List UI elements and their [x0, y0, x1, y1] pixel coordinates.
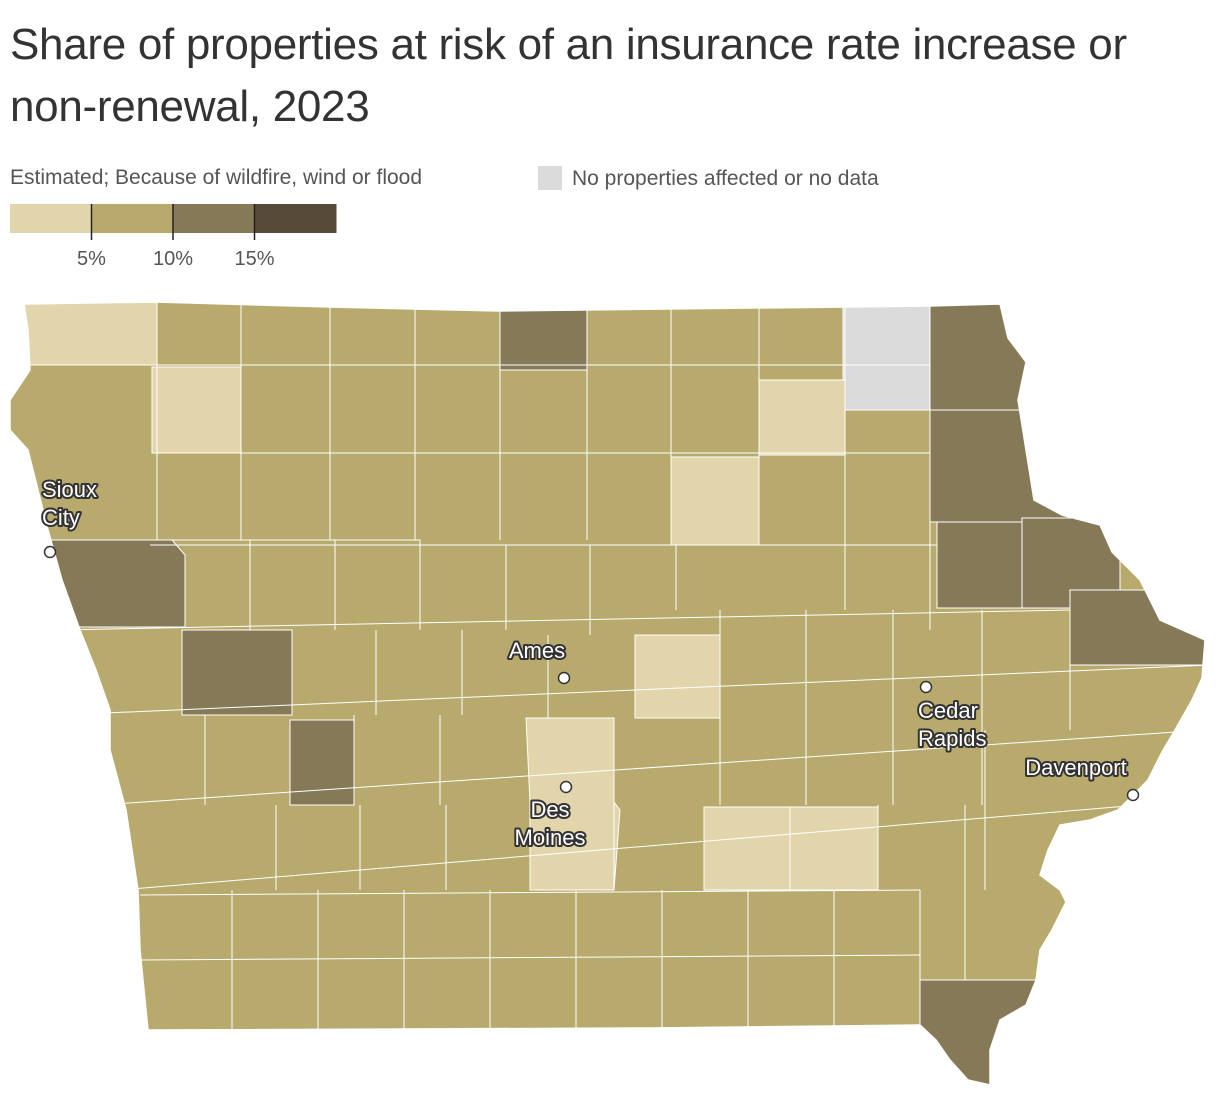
state-outline	[9, 301, 1206, 1086]
legend-tick-label: 5%	[77, 248, 106, 270]
legend-bin-2	[91, 204, 174, 233]
county-jackson	[1069, 589, 1205, 666]
county-butler	[670, 456, 760, 546]
legend-tick-label: 15%	[234, 248, 274, 270]
county-clayton	[929, 409, 1081, 523]
city-davenport: Davenport	[1023, 753, 1140, 802]
county-delaware	[936, 521, 1023, 609]
city-des-moines: Des Moines	[513, 780, 587, 852]
county-boundary	[99, 729, 1205, 806]
city-marker	[43, 545, 57, 559]
nodata-label: No properties affected or no data	[572, 167, 879, 190]
city-label: Rapids	[918, 726, 986, 751]
county-winneshiek	[929, 302, 1041, 411]
city-marker	[559, 780, 573, 794]
city-sioux-city: Sioux City	[40, 475, 99, 559]
legend-bin-1	[10, 204, 92, 233]
city-ames: Ames	[507, 636, 571, 685]
nodata-swatch	[538, 166, 562, 190]
county-boundary	[139, 954, 921, 961]
legend-color-scale: 5% 10% 15%	[10, 204, 337, 270]
city-label: Des	[530, 797, 569, 822]
county-boundary	[139, 889, 921, 896]
city-label: Moines	[515, 825, 586, 850]
county-nodata-ne	[842, 302, 931, 411]
legend-bin-4	[254, 204, 337, 233]
county-crawford	[181, 629, 293, 716]
county-boundary	[59, 609, 1071, 631]
county-o-brien	[151, 366, 242, 454]
city-label: City	[42, 505, 80, 530]
city-label: Cedar	[918, 698, 978, 723]
city-label: Davenport	[1025, 755, 1127, 780]
iowa-county-map: Sioux City Ames Des Moines Cedar Rapids Davenpo…	[9, 301, 1206, 1086]
legend-nodata: No properties affected or no data	[538, 166, 879, 191]
county-lyon	[19, 302, 158, 366]
city-marker	[919, 680, 933, 694]
county-lee	[919, 979, 1041, 1085]
city-cedar-rapids: Cedar Rapids	[916, 680, 988, 753]
city-marker	[557, 671, 571, 685]
county-audubon	[289, 719, 355, 806]
county-mahaska	[703, 806, 791, 891]
legend-tick-label: 10%	[153, 248, 193, 270]
legend-bin-3	[173, 204, 255, 233]
county-keokuk	[789, 806, 879, 891]
county-story	[634, 634, 721, 719]
city-label: Sioux	[42, 477, 97, 502]
county-boundary	[59, 664, 1205, 716]
county-layer	[10, 302, 1205, 1085]
legend-subtitle: Estimated; Because of wildfire, wind or …	[10, 166, 423, 189]
county-woodbury	[10, 539, 186, 628]
city-marker	[1126, 788, 1140, 802]
county-boundary	[119, 799, 1201, 891]
county-floyd	[758, 379, 846, 456]
county-emmet	[499, 304, 588, 371]
page-title: Share of properties at risk of an insura…	[10, 20, 1127, 131]
city-label: Ames	[509, 638, 565, 663]
